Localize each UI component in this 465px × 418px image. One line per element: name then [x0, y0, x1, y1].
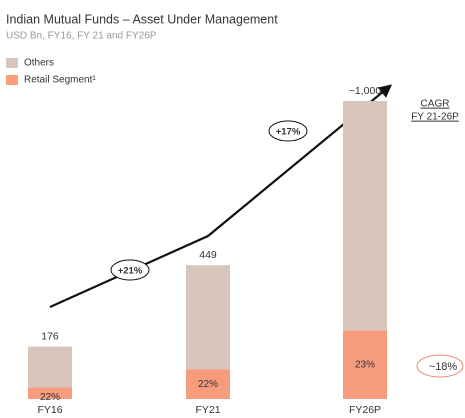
growth-label: +21%: [118, 266, 143, 277]
x-tick-label: FY26P: [349, 404, 381, 416]
bar-segment: [186, 369, 230, 399]
cagr-bubble: [416, 354, 464, 378]
x-tick-label: FY21: [195, 404, 220, 416]
share-label: 23%: [355, 359, 375, 370]
chart-title: Indian Mutual Funds – Asset Under Manage…: [6, 12, 278, 26]
x-tick-label: FY16: [37, 404, 62, 416]
growth-arrow: [49, 84, 393, 309]
total-label: ~1,000: [349, 85, 382, 97]
legend-label: Others: [24, 58, 54, 69]
chart-subtitle: USD Bn, FY16, FY 21 and FY26P: [6, 31, 157, 42]
bar-segment: [343, 330, 387, 399]
bar-segment: [186, 265, 230, 370]
share-label: 22%: [40, 392, 60, 403]
legend-swatch: [6, 58, 18, 68]
bar-segment: [343, 101, 387, 331]
total-label: 449: [199, 249, 217, 261]
share-label: 22%: [198, 379, 218, 390]
bar-segment: [28, 346, 72, 388]
cagr-label: ~18%: [429, 361, 458, 373]
cagr-title: FY 21-26P: [411, 112, 459, 123]
legend-label: Retail Segment¹: [24, 75, 96, 86]
growth-bubble: [110, 259, 150, 281]
cagr-title: CAGR: [421, 99, 450, 110]
legend-swatch: [6, 75, 18, 85]
bar-segment: [28, 387, 72, 399]
growth-label: +17%: [276, 127, 301, 138]
growth-bubble: [268, 120, 308, 142]
total-label: 176: [41, 330, 59, 342]
